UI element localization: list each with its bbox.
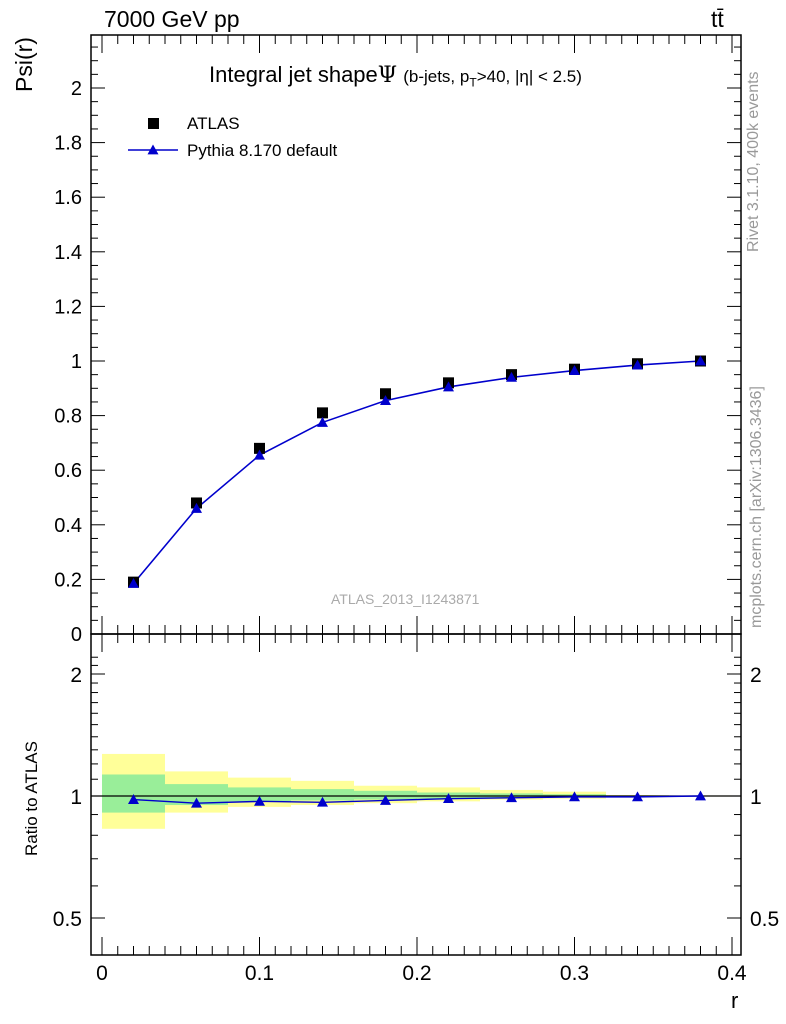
analysis-watermark: ATLAS_2013_I1243871 [331,591,480,607]
ratio-uncertainty-bands [91,753,741,829]
lower-frame [90,633,742,956]
upper-y-tick-label: 1.8 [54,133,82,155]
pythia-point [569,365,580,375]
lower-y-tick-label-right: 0.5 [750,908,779,931]
ratio-point [191,797,202,808]
ratio-point [254,795,265,806]
upper-y-tick-label: 0 [71,624,82,646]
pythia-point [128,577,139,588]
title-psi: Ψ [377,63,398,88]
chart-title: Integral jet shapeΨ (b-jets, pT>40, |η| … [209,62,582,89]
ratio-point [380,794,391,805]
pythia-point [695,355,706,366]
lower-y-tick-label-right: 2 [750,664,762,687]
x-tick-label: 0.1 [245,962,274,985]
upper-y-tick-label: 2 [71,78,82,100]
pythia-point [191,502,202,513]
pythia-point [380,395,391,405]
band-inner-1 [165,784,228,806]
lower-y-tick-label-left: 1 [70,786,82,809]
upper-y-tick-label: 1.2 [54,296,82,318]
pythia-point [317,416,328,427]
x-tick-label: 0.4 [717,962,747,985]
pythia-point [506,371,517,382]
plot-frames [90,34,742,956]
upper-y-tick-label: 0.2 [54,569,82,591]
x-axis-label: r [731,988,739,1013]
legend-label-pythia: Pythia 8.170 default [187,141,338,160]
lower-y-tick-label-left: 2 [70,664,82,687]
axis-ticks [91,35,741,955]
title-post: >40, |η| < 2.5) [476,67,582,86]
legend-marker-atlas [148,118,159,129]
upper-y-tick-label: 0.6 [54,460,82,482]
legend-label-atlas: ATLAS [187,114,240,133]
title-pre: (b-jets, p [403,67,470,86]
upper-y-axis-label: Psi(r) [11,37,37,92]
lower-y-tick-label-right: 1 [750,786,762,809]
atlas-point [317,407,328,419]
ratio-point [569,791,580,802]
axis-tick-labels: 0 0.2 0.4 0.6 0.8 1 1.2 1.4 1.6 1.8 2 0 0.1 0.2 0.3 0.4… [53,78,779,985]
x-tick-label: 0 [96,962,108,985]
band-inner-0 [102,774,165,813]
pythia-point [254,449,265,460]
ratio-line [133,795,701,804]
upper-y-tick-label: 0.8 [54,406,82,428]
upper-y-tick-label: 1 [71,351,82,373]
lower-y-axis-label: Ratio to ATLAS [22,741,41,856]
data-series [128,355,706,808]
process-label: tt̄ [711,6,724,32]
upper-y-tick-label: 1.4 [54,242,82,264]
pythia-point [632,359,643,370]
x-tick-label: 0.2 [402,962,431,985]
energy-label: 7000 GeV pp [104,6,240,32]
upper-y-tick-label: 1.6 [54,187,82,209]
pythia-line [132,360,701,585]
rivet-label: Rivet 3.1.10, 400k events [745,71,762,252]
lower-y-tick-label-left: 0.5 [53,908,82,931]
ratio-point [128,794,139,804]
atlas-point [380,388,391,400]
title-main: Integral jet shape [209,62,378,87]
title-sub: T [469,75,477,90]
ratio-point [317,796,328,807]
ratio-point [506,792,517,803]
source-label: mcplots.cern.ch [arXiv:1306.3436] [748,386,765,628]
legend-marker-pythia [147,144,159,155]
ratio-point [632,791,643,802]
atlas-point [254,442,265,454]
x-tick-label: 0.3 [560,962,589,985]
ratio-point [695,790,706,801]
legend [128,118,178,155]
band-inner-2 [228,787,291,802]
band-inner-3 [291,789,354,801]
ratio-point [443,793,454,804]
pythia-point [443,381,454,392]
upper-y-tick-label: 0.4 [54,515,82,537]
title-qualifier: (b-jets, pT>40, |η| < 2.5) [403,67,582,90]
